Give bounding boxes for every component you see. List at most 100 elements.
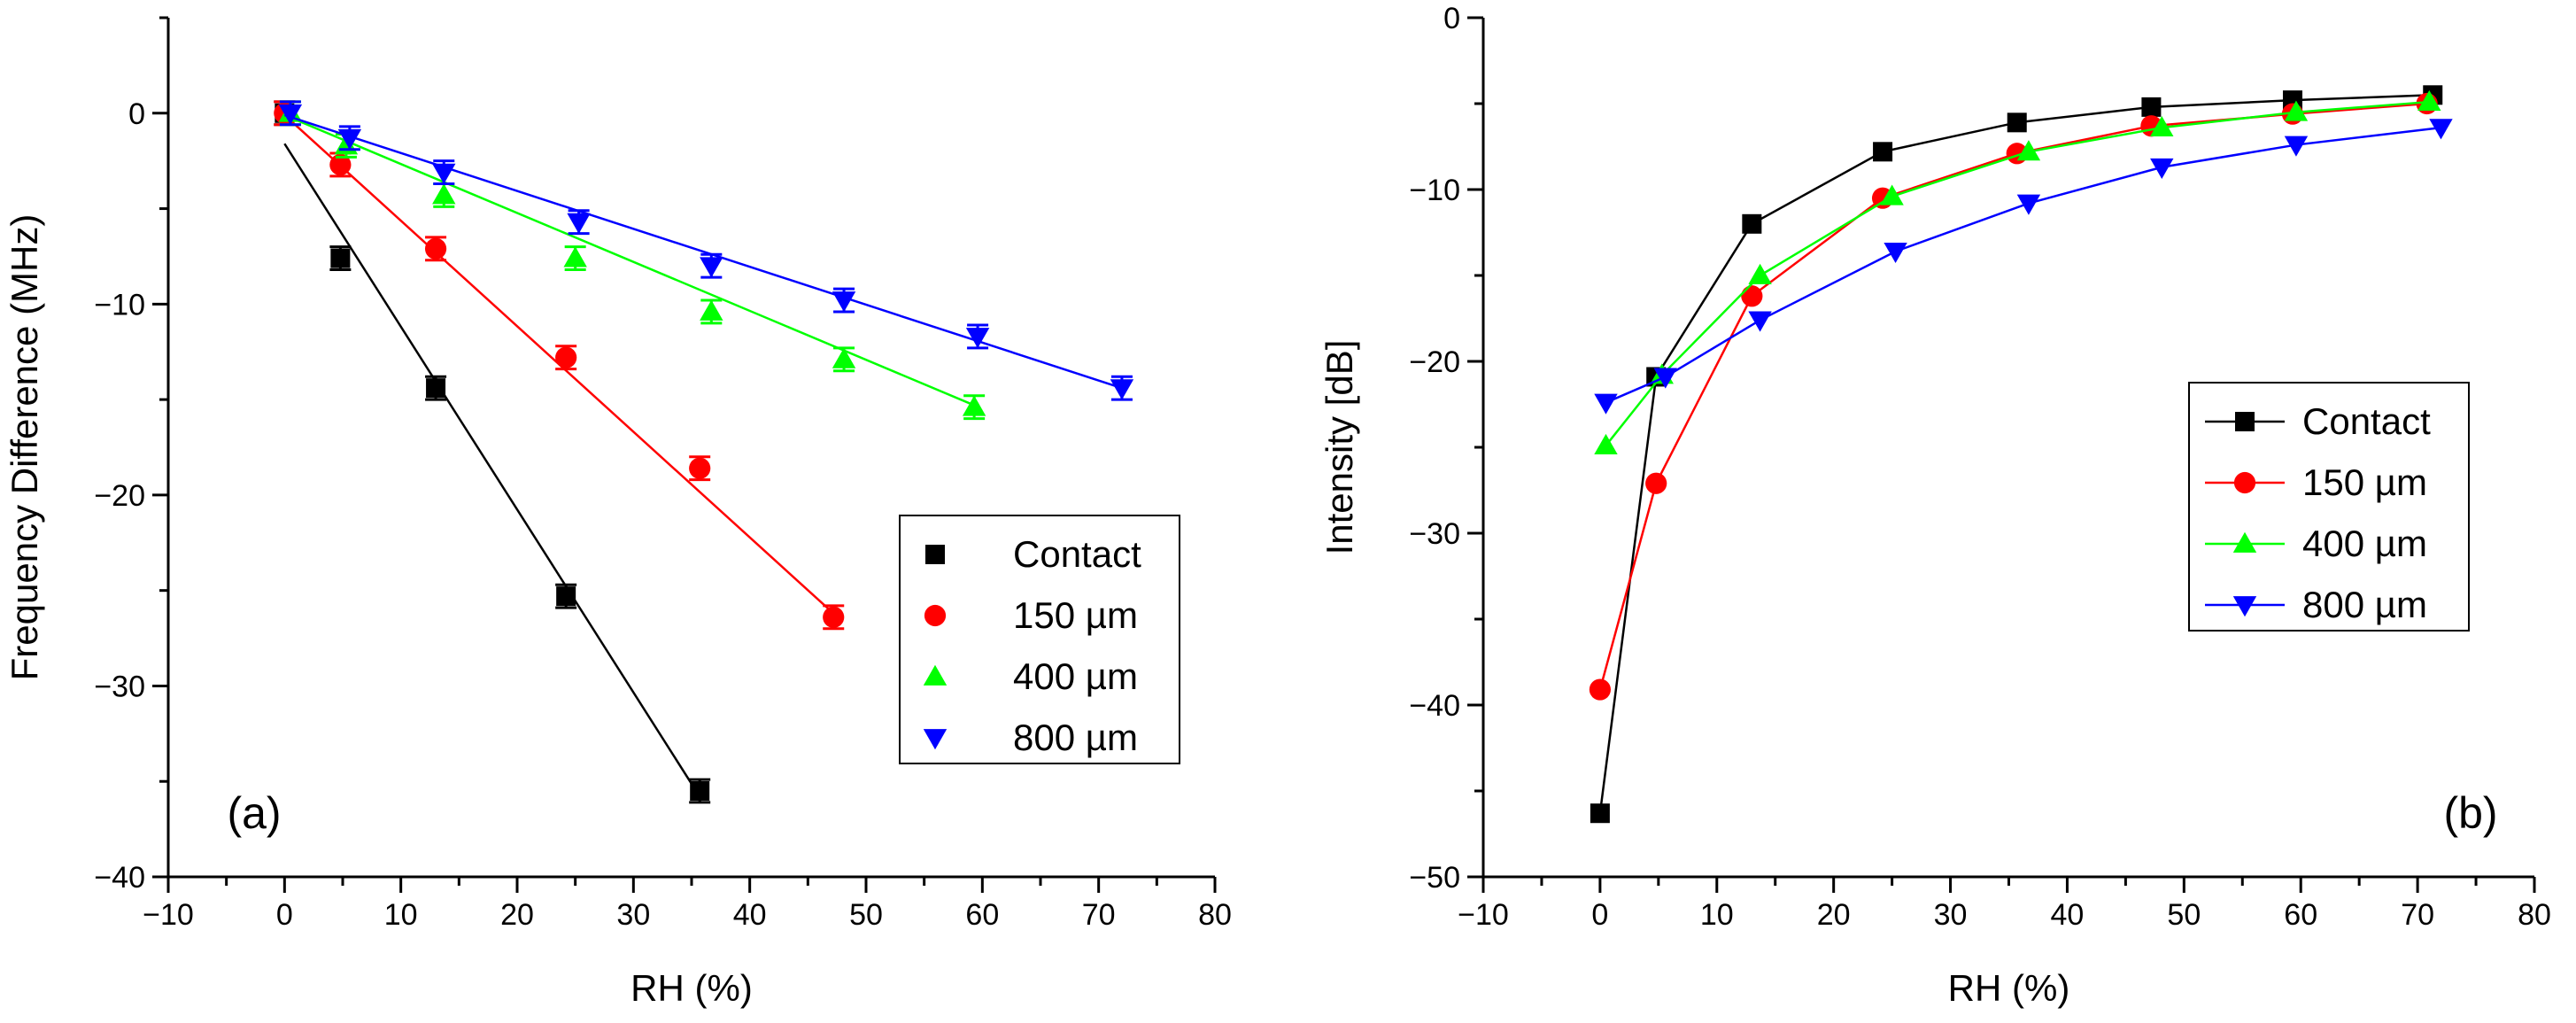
fit-line — [283, 113, 975, 407]
legend-marker — [2232, 531, 2257, 553]
data-point — [567, 213, 591, 234]
panel-label: (a) — [227, 788, 281, 838]
x-tick-label: 40 — [733, 898, 767, 932]
data-point — [1873, 142, 1893, 162]
data-point — [2284, 100, 2309, 121]
y-tick-label: −20 — [94, 479, 145, 513]
data-point — [2284, 136, 2309, 157]
x-tick-label: 20 — [500, 898, 534, 932]
series-1 — [274, 100, 845, 631]
data-point — [690, 781, 710, 801]
x-tick-label: 10 — [384, 898, 418, 932]
legend-label: 800 µm — [2302, 584, 2427, 625]
data-point — [689, 457, 711, 479]
data-point — [432, 163, 456, 184]
data-point — [2141, 97, 2162, 117]
series-3 — [1594, 119, 2453, 415]
panel-b: −10 0 10 20 30 40 50 60 70 80 −50 −40 −30 −20 −10 0 RH (… — [1319, 2, 2551, 1009]
y-axis-title: Intensity [dB] — [1319, 340, 1360, 555]
panel-a: −10 0 10 20 30 40 50 60 70 80 −40 −30 −20 −10 0 RH (%) F… — [4, 16, 1232, 1009]
y-tick-label: −30 — [94, 670, 145, 703]
x-axis-title: RH (%) — [630, 967, 753, 1009]
data-point — [329, 153, 352, 176]
data-point — [330, 248, 351, 268]
y-tick-label: 0 — [128, 97, 145, 131]
x-tick-label: −10 — [1458, 898, 1509, 932]
data-point — [1594, 433, 1618, 454]
series-2 — [278, 100, 986, 421]
series-0 — [274, 100, 711, 804]
data-point — [432, 183, 456, 205]
x-axis-title: RH (%) — [1948, 967, 2070, 1009]
y-axis-title: Frequency Difference (MHz) — [4, 214, 45, 681]
y-tick-label: −20 — [1409, 345, 1460, 379]
data-point — [555, 346, 577, 368]
legend-label: 400 µm — [1013, 655, 1138, 697]
data-point — [2016, 194, 2041, 215]
data-point — [1645, 472, 1667, 494]
legend-marker — [923, 664, 948, 686]
data-point — [1653, 368, 1677, 389]
y-tick-label: −50 — [1409, 861, 1460, 895]
legend-marker — [924, 604, 947, 627]
data-point — [2417, 89, 2441, 111]
data-point — [2016, 140, 2041, 161]
x-tick-label: 80 — [2518, 898, 2551, 932]
legend-marker — [2232, 596, 2257, 617]
data-point — [1884, 242, 1907, 264]
x-tick-label: −10 — [143, 898, 194, 932]
legend-label: 400 µm — [2302, 523, 2427, 564]
panel-label: (b) — [2443, 788, 2497, 838]
fit-line — [283, 143, 701, 798]
data-point — [2429, 119, 2453, 140]
series-3 — [278, 100, 1134, 401]
x-tick-label: 30 — [616, 898, 650, 932]
data-point — [823, 606, 845, 628]
data-point — [1594, 393, 1618, 415]
data-point — [337, 128, 362, 150]
legend-label: Contact — [2302, 400, 2431, 442]
legend-marker — [2235, 412, 2255, 431]
x-tick-label: 50 — [2167, 898, 2201, 932]
data-point — [424, 237, 447, 260]
x-tick-label: 30 — [1934, 898, 1968, 932]
legend: Contact 150 µm 400 µm 800 µm — [2188, 382, 2470, 632]
y-tick-label: −40 — [94, 861, 145, 895]
x-tick-label: 70 — [2401, 898, 2434, 932]
data-point — [563, 246, 587, 267]
data-point — [1748, 311, 1772, 332]
legend-marker — [923, 729, 948, 750]
y-tick-label: −10 — [94, 288, 145, 322]
legend-label: 150 µm — [1013, 594, 1138, 636]
data-point — [1590, 803, 1610, 824]
x-tick-label: 50 — [849, 898, 883, 932]
data-point — [2150, 158, 2174, 179]
legend-label: 800 µm — [1013, 717, 1138, 758]
data-point — [1741, 285, 1763, 307]
y-tick-label: −40 — [1409, 689, 1460, 723]
series-line — [1605, 100, 2430, 446]
series-0 — [1590, 85, 2443, 824]
data-point — [1880, 184, 1904, 205]
data-point — [1589, 678, 1611, 701]
y-tick-label: −30 — [1409, 517, 1460, 551]
x-tick-label: 10 — [1700, 898, 1734, 932]
data-point — [556, 586, 576, 607]
x-tick-label: 70 — [1082, 898, 1116, 932]
data-point — [1110, 379, 1134, 400]
y-tick-label: −10 — [1409, 174, 1460, 207]
legend-box — [899, 515, 1180, 764]
data-point — [1748, 263, 1772, 284]
data-point — [1742, 213, 1762, 234]
fit-line — [283, 113, 1123, 390]
legend-label: Contact — [1013, 533, 1141, 575]
data-point — [700, 257, 723, 278]
x-tick-label: 60 — [965, 898, 999, 932]
data-point — [2150, 115, 2174, 137]
x-tick-label: 40 — [2051, 898, 2085, 932]
data-point — [962, 395, 986, 416]
legend-label: 150 µm — [2302, 461, 2427, 503]
legend: Contact 150 µm 400 µm 800 µm — [899, 515, 1180, 764]
data-point — [2007, 112, 2027, 133]
